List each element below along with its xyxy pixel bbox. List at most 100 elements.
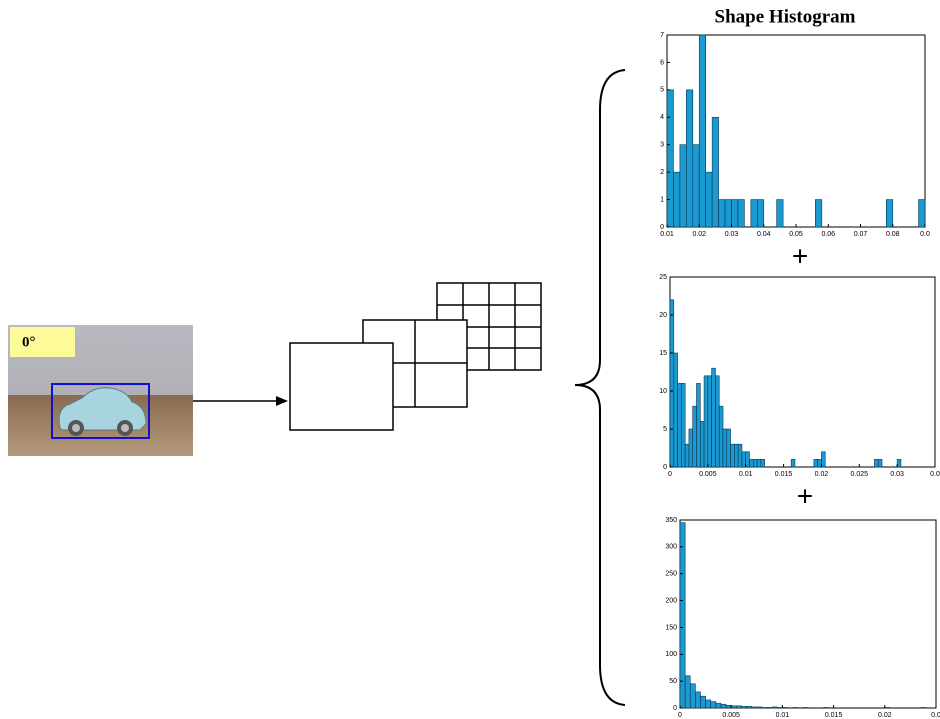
x-tick-label: 0.04 bbox=[757, 231, 771, 238]
bar bbox=[821, 451, 826, 468]
bar bbox=[724, 199, 732, 228]
bar bbox=[756, 199, 765, 228]
bar bbox=[710, 701, 717, 709]
bar bbox=[688, 428, 694, 468]
y-tick-label: 1 bbox=[660, 196, 664, 203]
y-tick-label: 300 bbox=[665, 544, 677, 551]
bar bbox=[715, 702, 722, 709]
x-tick-label: 0.005 bbox=[722, 712, 740, 719]
bar bbox=[696, 383, 701, 468]
y-tick-label: 6 bbox=[660, 59, 664, 66]
arrow bbox=[193, 396, 288, 406]
x-tick-label: 0.05 bbox=[789, 231, 803, 238]
bar bbox=[711, 367, 716, 468]
bar bbox=[705, 171, 713, 228]
bar bbox=[756, 459, 762, 468]
bar bbox=[813, 459, 818, 468]
x-tick-label: 0.015 bbox=[825, 712, 843, 719]
x-tick-label: 0.06 bbox=[821, 231, 835, 238]
bar bbox=[877, 459, 883, 468]
bar bbox=[737, 443, 743, 468]
x-tick-label: 0.0 bbox=[920, 231, 930, 238]
x-tick-label: 0.02 bbox=[692, 231, 706, 238]
y-tick-label: 0 bbox=[673, 705, 677, 712]
bar bbox=[760, 459, 765, 468]
x-tick-label: 0.03 bbox=[890, 471, 904, 478]
bar bbox=[695, 691, 701, 709]
input-image: 0° bbox=[8, 325, 193, 456]
bar bbox=[730, 443, 735, 468]
plus: + bbox=[797, 480, 813, 511]
bar bbox=[689, 683, 696, 709]
bar bbox=[745, 451, 750, 468]
x-tick-label: 0.01 bbox=[660, 231, 674, 238]
x-tick-label: 0.01 bbox=[739, 471, 753, 478]
bar bbox=[666, 89, 674, 228]
bar bbox=[711, 116, 719, 228]
bar bbox=[669, 299, 675, 468]
y-tick-label: 0 bbox=[660, 224, 664, 231]
y-tick-label: 5 bbox=[663, 426, 667, 433]
bar bbox=[684, 443, 690, 468]
y-tick-label: 25 bbox=[659, 274, 667, 281]
x-tick-label: 0.015 bbox=[775, 471, 793, 478]
x-tick-label: 0 bbox=[668, 471, 672, 478]
bar bbox=[771, 706, 778, 709]
x-tick-label: 0.02 bbox=[878, 712, 892, 719]
bar bbox=[725, 705, 732, 709]
angle-label: 0° bbox=[22, 334, 36, 350]
bar bbox=[752, 459, 758, 468]
y-tick-label: 50 bbox=[669, 678, 677, 685]
bar bbox=[918, 199, 926, 228]
y-tick-label: 0 bbox=[663, 464, 667, 471]
bar bbox=[815, 199, 823, 228]
bar bbox=[673, 352, 678, 468]
x-tick-label: 0 bbox=[678, 712, 682, 719]
bar bbox=[705, 699, 712, 709]
bar bbox=[766, 707, 773, 709]
y-tick-label: 2 bbox=[660, 169, 664, 176]
bar bbox=[715, 375, 720, 468]
bar bbox=[885, 199, 894, 228]
bar bbox=[699, 421, 705, 468]
bar bbox=[731, 199, 739, 228]
bar bbox=[741, 451, 747, 468]
bar bbox=[734, 443, 739, 468]
bar bbox=[802, 707, 809, 709]
y-tick-label: 250 bbox=[665, 571, 677, 578]
bar bbox=[817, 459, 822, 468]
bar bbox=[679, 522, 686, 709]
y-tick-label: 15 bbox=[659, 350, 667, 357]
bar bbox=[722, 428, 728, 468]
bar bbox=[746, 706, 752, 709]
brace bbox=[574, 69, 626, 706]
bar bbox=[677, 383, 682, 468]
bar bbox=[730, 705, 737, 709]
bar bbox=[751, 706, 758, 709]
bar bbox=[686, 89, 694, 228]
x-tick-label: 0.025 bbox=[851, 471, 869, 478]
bar bbox=[726, 428, 731, 468]
bar bbox=[707, 375, 712, 468]
bar bbox=[756, 706, 763, 709]
title: Shape Histogram bbox=[715, 6, 856, 27]
y-tick-label: 4 bbox=[660, 114, 664, 121]
bar bbox=[700, 695, 706, 709]
x-tick-label: 0.0 bbox=[930, 471, 940, 478]
bar bbox=[790, 459, 796, 468]
bar bbox=[884, 707, 891, 709]
plot-frame bbox=[679, 519, 937, 709]
y-tick-label: 100 bbox=[665, 651, 677, 658]
bar bbox=[684, 675, 691, 709]
y-tick-label: 3 bbox=[660, 142, 664, 149]
bar bbox=[718, 405, 724, 468]
bar bbox=[720, 703, 727, 709]
bar bbox=[874, 459, 879, 468]
x-tick-label: 0.0 bbox=[931, 712, 940, 719]
bar bbox=[692, 144, 700, 228]
y-tick-label: 5 bbox=[660, 87, 664, 94]
bar bbox=[703, 375, 709, 468]
y-tick-label: 200 bbox=[665, 597, 677, 604]
x-tick-label: 0.08 bbox=[886, 231, 900, 238]
